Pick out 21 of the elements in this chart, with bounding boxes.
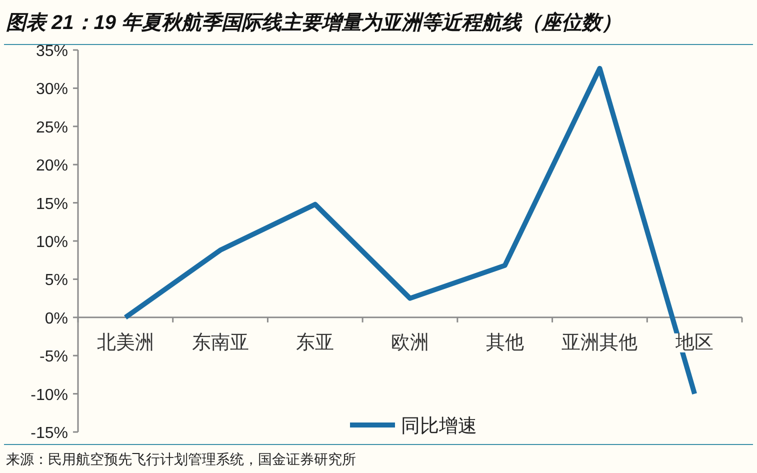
y-tick-label: 15% xyxy=(36,196,68,213)
y-tick-label: 0% xyxy=(44,310,68,328)
legend-label: 同比增速 xyxy=(401,416,477,437)
y-tick-label: -5% xyxy=(40,348,68,366)
y-tick-label: 20% xyxy=(36,158,68,175)
y-tick-label: -10% xyxy=(30,386,68,404)
y-tick-label: 25% xyxy=(36,119,68,136)
chart-title: 图表 21：19 年夏秋航季国际线主要增量为亚洲等近程航线（座位数） xyxy=(6,11,622,34)
y-tick-label: 10% xyxy=(36,234,68,251)
x-tick-label: 欧洲 xyxy=(391,332,429,354)
x-tick-label: 其他 xyxy=(486,332,524,354)
y-tick-label: 30% xyxy=(36,81,68,98)
x-tick-label: 东亚 xyxy=(296,332,334,354)
x-tick-label: 东南亚 xyxy=(192,332,249,354)
y-tick-label: 35% xyxy=(36,43,68,60)
x-tick-label: 北美洲 xyxy=(96,331,154,354)
x-tick-label: 地区 xyxy=(674,332,714,354)
y-tick-label: 5% xyxy=(44,272,68,290)
source-note: 来源：民用航空预先飞行计划管理系统，国金证券研究所 xyxy=(6,452,356,468)
x-tick-label: 亚洲其他 xyxy=(562,332,638,354)
y-tick-label: -15% xyxy=(30,425,68,442)
